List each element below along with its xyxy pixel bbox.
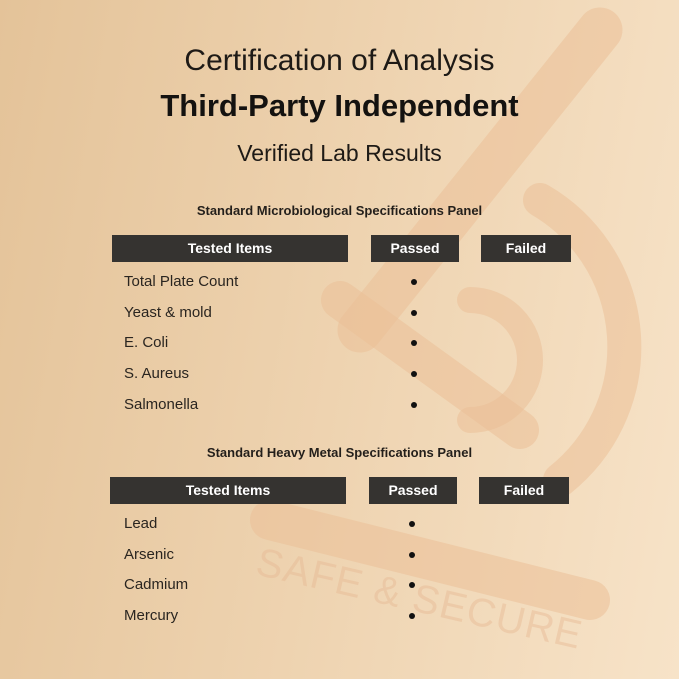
tested-item: Cadmium (124, 576, 189, 594)
column-header: Failed (481, 235, 571, 262)
result-marker (411, 401, 417, 408)
subtitle: Verified Lab Results (237, 140, 442, 166)
column-header: Passed (371, 235, 459, 262)
result-marker (409, 521, 415, 527)
title-line-1: Certification of Analysis (184, 44, 495, 77)
result-marker (411, 371, 417, 378)
column-header: Tested Items (110, 477, 346, 504)
column-header: Tested Items (112, 235, 348, 262)
tested-item: Mercury (124, 607, 179, 625)
microscope-watermark-icon (250, 7, 642, 620)
result-marker (411, 309, 417, 316)
tested-item: Total Plate Count (124, 273, 239, 290)
tested-item: Arsenic (124, 545, 175, 563)
panel-title: Standard Heavy Metal Specifications Pane… (206, 445, 473, 460)
result-marker (409, 613, 415, 620)
column-header: Passed (369, 477, 457, 504)
result-marker (409, 551, 415, 558)
tested-item: Salmonella (124, 395, 199, 413)
result-marker (411, 279, 417, 285)
tested-item: S. Aureus (124, 365, 190, 383)
title-line-2: Third-Party Independent (160, 88, 519, 123)
column-header: Failed (479, 477, 569, 504)
result-marker (409, 582, 415, 589)
panel-title: Standard Microbiological Specifications … (196, 203, 483, 218)
tested-item: Yeast & mold (124, 303, 212, 321)
tested-item: E. Coli (124, 334, 169, 352)
result-marker (411, 340, 417, 347)
tested-item: Lead (124, 515, 158, 532)
